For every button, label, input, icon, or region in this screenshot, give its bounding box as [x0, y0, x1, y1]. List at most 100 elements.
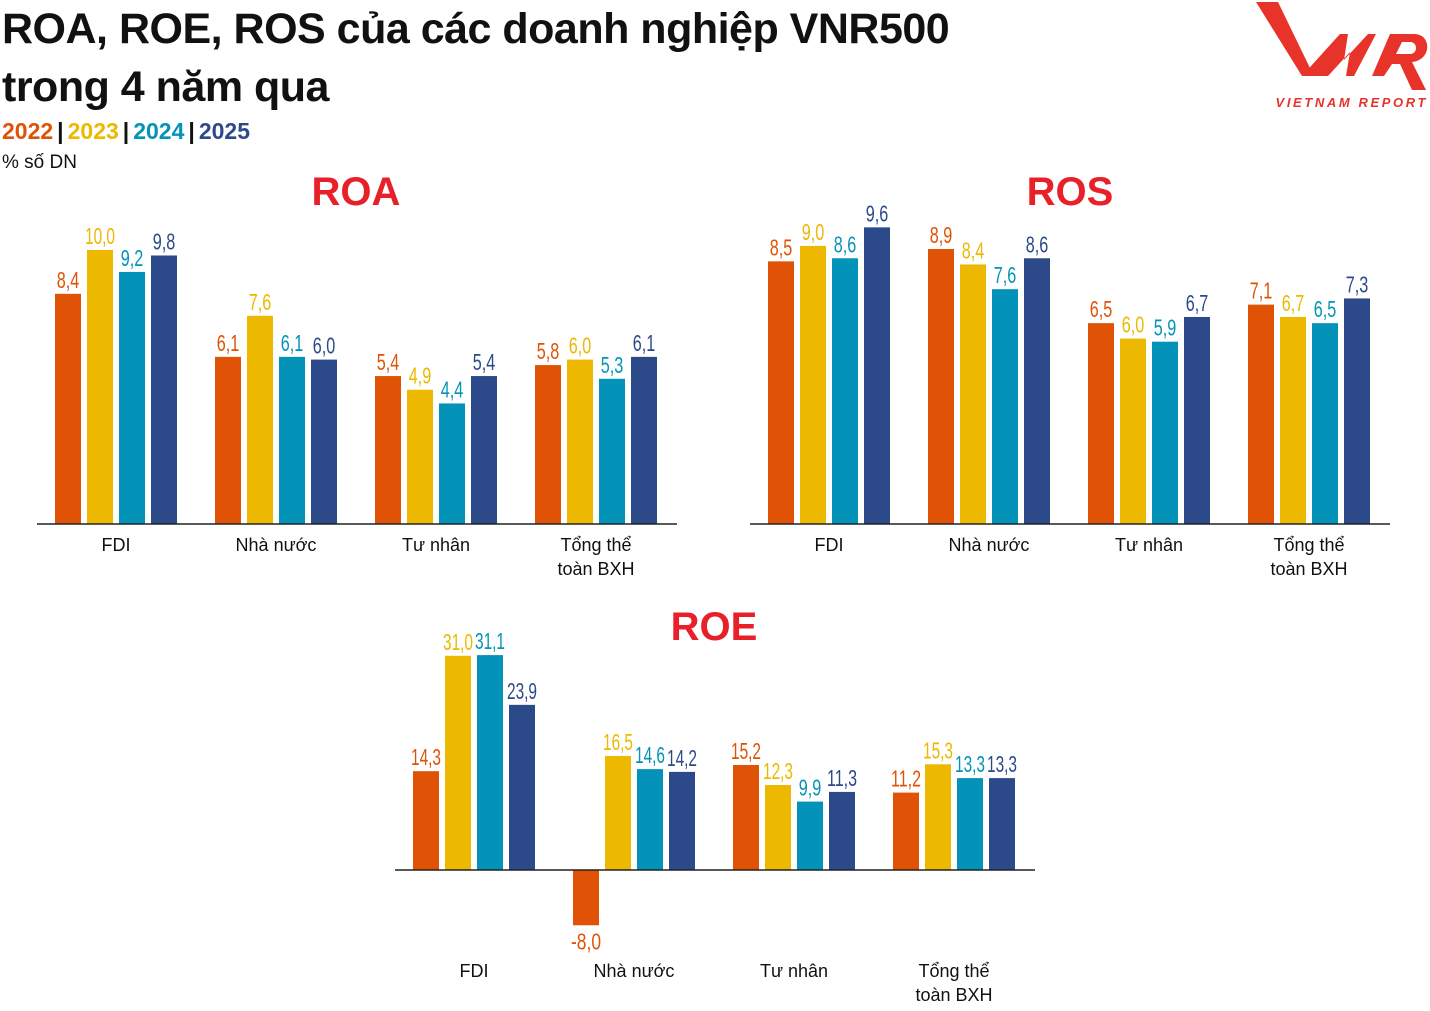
legend-2024: 2024 [133, 118, 185, 144]
bar-2024 [439, 403, 465, 524]
bar-2022 [1248, 304, 1274, 524]
logo-v-stroke [1256, 2, 1310, 76]
data-label: 12,3 [763, 758, 793, 784]
bar-2023 [247, 315, 273, 524]
data-label: 31,0 [443, 629, 473, 655]
bar-2025 [311, 359, 337, 524]
data-label: 7,1 [1250, 278, 1273, 304]
category-label: Tư nhân [402, 535, 470, 555]
bar-2023 [800, 245, 826, 524]
data-label: 4,4 [441, 376, 464, 402]
bar-2025 [1344, 298, 1370, 524]
data-label: 6,0 [1122, 312, 1145, 338]
vnr-logo: VIETNAM REPORT [1256, 2, 1428, 110]
data-label: 11,2 [891, 766, 921, 792]
data-label: 13,3 [987, 751, 1017, 777]
data-label: 14,2 [667, 745, 697, 771]
category-label: Nhà nước [236, 535, 317, 555]
data-label: 7,6 [994, 262, 1017, 288]
data-label: 8,4 [962, 237, 985, 263]
bar-2025 [864, 227, 890, 525]
data-label: 8,4 [57, 267, 80, 293]
chart-title: ROS [1027, 170, 1114, 214]
chart-roe: ROE 14,3 31,0 31,123,9 FDI -8,0 16,514,6 14,2 Nh… [395, 605, 1035, 1005]
data-label: 9,2 [121, 245, 144, 271]
data-label: 9,8 [153, 228, 176, 254]
logo-subtext: VIETNAM REPORT [1276, 95, 1428, 110]
data-label: 5,3 [601, 352, 624, 378]
bar-2022 [573, 870, 599, 926]
bar-2023 [87, 250, 113, 524]
data-label: 5,8 [537, 338, 560, 364]
data-label: 5,4 [377, 349, 400, 375]
data-label: 8,6 [834, 231, 857, 257]
bar-2023 [445, 655, 471, 870]
bar-2024 [832, 258, 858, 524]
logo-n-stroke [1302, 34, 1376, 76]
data-label: 5,9 [1154, 315, 1177, 341]
data-label: -8,0 [571, 928, 601, 954]
data-label: 14,6 [635, 742, 665, 768]
bar-2023 [407, 389, 433, 524]
bar-2023 [1280, 316, 1306, 524]
data-label: 6,1 [217, 330, 240, 356]
chart-title: ROA [312, 170, 401, 214]
bar-2025 [471, 376, 497, 524]
data-label: 6,1 [633, 330, 656, 356]
category-label: Tư nhân [1115, 535, 1183, 555]
bar-2023 [605, 755, 631, 870]
legend-separator: | [57, 118, 64, 144]
data-label: 6,1 [281, 330, 304, 356]
category-label: FDI [460, 961, 489, 981]
bar-2025 [509, 704, 535, 870]
bar-2024 [1152, 341, 1178, 524]
data-label: 6,7 [1186, 290, 1209, 316]
bar-2023 [1120, 338, 1146, 524]
bar-2025 [1024, 258, 1050, 524]
legend-2025: 2025 [198, 118, 250, 144]
legend-2023: 2023 [67, 118, 119, 144]
data-label: 10,0 [85, 223, 115, 249]
bar-2023 [765, 785, 791, 870]
data-label: 31,1 [475, 628, 505, 654]
legend-separator: | [122, 118, 130, 144]
bar-2022 [733, 764, 759, 870]
category-label: Nhà nước [949, 535, 1030, 555]
title-line-2: trong 4 năm qua [2, 63, 329, 111]
bar-2024 [637, 769, 663, 870]
data-label: 8,9 [930, 222, 953, 248]
data-label: 6,5 [1090, 296, 1113, 322]
bar-2022 [893, 792, 919, 870]
bar-2023 [960, 264, 986, 524]
bar-2024 [1312, 323, 1338, 524]
bar-2024 [992, 289, 1018, 524]
bar-2024 [119, 271, 145, 524]
data-label: 23,9 [507, 678, 537, 704]
bar-2025 [631, 356, 657, 524]
unit-label: % số DN [2, 152, 77, 173]
bar-2023 [925, 764, 951, 870]
category-label: FDI [815, 535, 844, 555]
bar-2024 [599, 378, 625, 524]
data-label: 7,3 [1346, 271, 1369, 297]
data-label: 5,4 [473, 349, 496, 375]
page-title: ROA, ROE, ROS của các doanh nghiệp VNR50… [2, 0, 950, 116]
chart-title: ROE [671, 605, 758, 649]
data-label: 8,5 [770, 234, 793, 260]
data-label: 13,3 [955, 751, 985, 777]
chart-roa: ROA 8,410,0 9,2 9,8 FDI 6,1 7,6 6,1 6,0 Nhà nước 5… [37, 170, 677, 579]
data-label: 7,6 [249, 289, 272, 315]
bar-2025 [151, 255, 177, 525]
title-line-1: ROA, ROE, ROS của các doanh nghiệp VNR50… [2, 5, 950, 53]
bar-2024 [477, 655, 503, 870]
data-label: 11,3 [827, 765, 857, 791]
bar-2024 [797, 801, 823, 870]
category-label: Tổng thể toàn BXH [915, 961, 992, 1005]
bar-2022 [413, 771, 439, 870]
chart-ros: ROS 8,5 9,0 8,6 9,6 FDI 8,9 8,4 7,6 8,6 Nhà nước 6,… [750, 170, 1390, 579]
bar-2025 [669, 771, 695, 870]
bar-2022 [928, 248, 954, 525]
data-label: 14,3 [411, 744, 441, 770]
category-label: Tổng thể toàn BXH [557, 535, 634, 579]
